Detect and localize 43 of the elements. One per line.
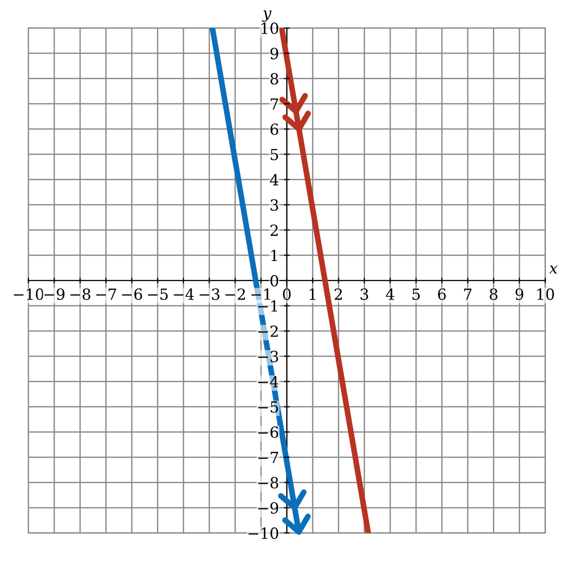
x-tick-label: 8 <box>490 288 498 300</box>
x-tick-label: −4 <box>174 288 194 300</box>
y-tick-label: −6 <box>258 426 278 438</box>
y-tick-label: −9 <box>258 502 278 514</box>
x-tick-label: 7 <box>464 288 472 300</box>
y-tick-label: −4 <box>258 376 278 388</box>
y-tick-label: −8 <box>258 476 278 488</box>
x-tick-label: 6 <box>438 288 446 300</box>
y-tick-label: −3 <box>258 350 278 362</box>
x-tick-label: −5 <box>148 288 168 300</box>
y-tick-label: −1 <box>258 300 278 312</box>
y-tick-label: 2 <box>270 224 278 236</box>
x-tick-label: 5 <box>412 288 420 300</box>
x-tick-label: −2 <box>226 288 245 300</box>
y-tick-label: 7 <box>270 98 278 110</box>
x-tick-label: 4 <box>386 288 394 300</box>
x-tick-label: −10 <box>14 288 44 300</box>
x-tick-label: 2 <box>334 288 342 300</box>
x-tick-label: −7 <box>96 288 116 300</box>
y-tick-label: 5 <box>270 148 278 160</box>
x-tick-label: 9 <box>516 288 524 300</box>
y-tick-label: −2 <box>258 325 278 337</box>
x-tick-label: −3 <box>200 288 220 300</box>
x-tick-label: −6 <box>122 288 142 300</box>
x-tick-label: −8 <box>70 288 90 300</box>
y-tick-label: 0 <box>270 274 278 287</box>
x-tick-label: 3 <box>360 288 368 300</box>
x-tick-label: −9 <box>44 288 64 300</box>
x-tick-label: 10 <box>537 288 554 300</box>
x-axis-title: x <box>549 266 558 274</box>
y-tick-label: 1 <box>271 250 278 262</box>
y-tick-label: 10 <box>262 22 278 34</box>
y-tick-label: 6 <box>270 123 278 136</box>
y-tick-label: −10 <box>248 527 278 539</box>
x-tick-label: 1 <box>310 288 316 300</box>
y-tick-label: 9 <box>270 48 278 60</box>
y-tick-label: 3 <box>270 199 278 211</box>
y-tick-label: −5 <box>258 401 278 413</box>
y-axis-title: y <box>262 10 272 22</box>
x-tick-label: 0 <box>282 288 291 300</box>
y-tick-label: −7 <box>258 452 278 464</box>
y-tick-label: 4 <box>270 174 278 186</box>
y-tick-label: 8 <box>270 73 278 85</box>
